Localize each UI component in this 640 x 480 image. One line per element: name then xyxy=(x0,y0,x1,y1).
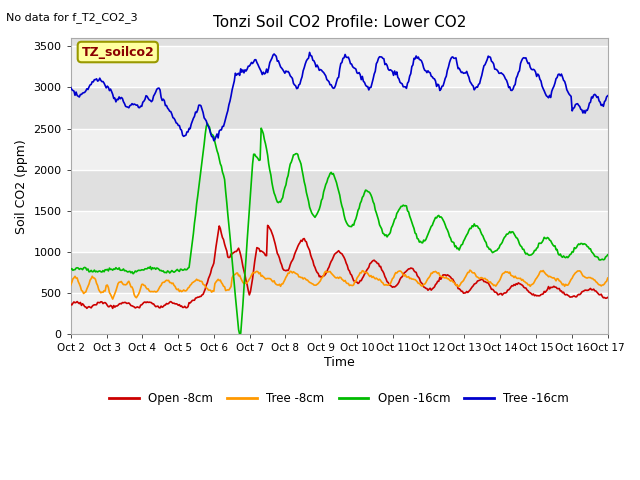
Bar xyxy=(70,211,608,252)
Bar xyxy=(70,87,608,129)
Text: No data for f_T2_CO2_3: No data for f_T2_CO2_3 xyxy=(6,12,138,23)
Bar xyxy=(70,293,608,334)
Bar xyxy=(70,38,608,47)
Bar xyxy=(70,129,608,170)
Bar xyxy=(70,252,608,293)
Title: Tonzi Soil CO2 Profile: Lower CO2: Tonzi Soil CO2 Profile: Lower CO2 xyxy=(212,15,466,30)
Text: TZ_soilco2: TZ_soilco2 xyxy=(81,46,154,59)
Legend: Open -8cm, Tree -8cm, Open -16cm, Tree -16cm: Open -8cm, Tree -8cm, Open -16cm, Tree -… xyxy=(105,388,573,410)
X-axis label: Time: Time xyxy=(324,356,355,369)
Bar xyxy=(70,47,608,87)
Y-axis label: Soil CO2 (ppm): Soil CO2 (ppm) xyxy=(15,139,28,234)
Bar xyxy=(70,170,608,211)
